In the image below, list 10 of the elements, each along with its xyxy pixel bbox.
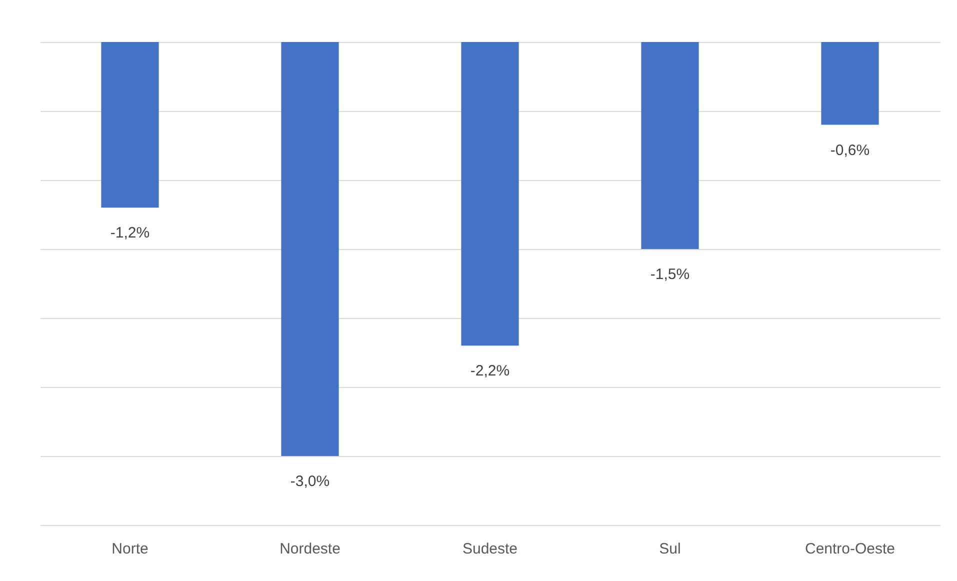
x-tick-label: Norte bbox=[112, 540, 148, 558]
data-label: -1,2% bbox=[110, 224, 150, 242]
x-tick-label: Nordeste bbox=[280, 540, 340, 558]
x-tick-label: Centro-Oeste bbox=[804, 540, 896, 558]
data-label: -0,6% bbox=[830, 142, 870, 159]
x-tick-label: Sul bbox=[659, 540, 681, 558]
data-label: -1,5% bbox=[650, 266, 690, 283]
x-tick-label: Sudeste bbox=[462, 540, 518, 558]
data-label: -2,2% bbox=[470, 362, 510, 380]
data-label: -3,0% bbox=[290, 473, 330, 490]
